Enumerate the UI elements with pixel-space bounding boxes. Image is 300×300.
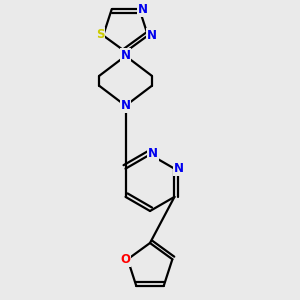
- Text: N: N: [138, 3, 148, 16]
- Text: N: N: [174, 162, 184, 175]
- Text: N: N: [147, 29, 157, 42]
- Text: N: N: [121, 50, 130, 62]
- Text: O: O: [120, 253, 130, 266]
- Text: N: N: [121, 99, 130, 112]
- Text: N: N: [148, 147, 158, 160]
- Text: S: S: [96, 28, 104, 41]
